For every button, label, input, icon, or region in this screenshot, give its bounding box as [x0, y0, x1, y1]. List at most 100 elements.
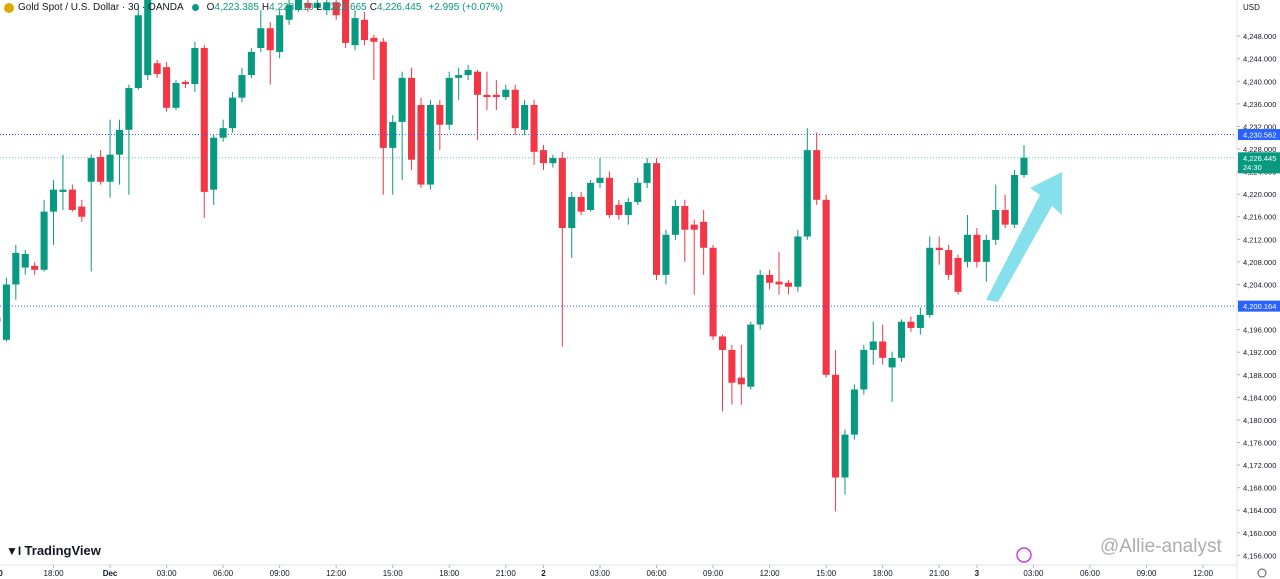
candle-body — [577, 196, 585, 212]
candle-body — [681, 206, 689, 230]
symbol-title: Gold Spot / U.S. Dollar · 30 · OANDA — [18, 2, 184, 13]
last-price-label: 4,226.445 — [1243, 154, 1276, 163]
candle-body — [926, 247, 934, 315]
candle-body — [832, 374, 840, 478]
x-tick-label: 18:00 — [873, 569, 894, 578]
candle-body — [78, 206, 86, 217]
candle-body — [266, 28, 274, 51]
candle-body — [360, 19, 368, 41]
candle-body — [709, 247, 717, 337]
y-tick-label: 4,228.000 — [1243, 145, 1276, 154]
candle-body — [747, 324, 755, 387]
candle-body — [963, 234, 972, 262]
candle-body — [521, 104, 529, 130]
candle-body — [624, 202, 632, 216]
settings-icon[interactable] — [1257, 568, 1267, 578]
candle-body — [455, 75, 463, 78]
candle-body — [144, 0, 152, 76]
candle-body — [379, 41, 387, 148]
candle-body — [643, 163, 651, 183]
x-tick-label: 06:00 — [1080, 569, 1101, 578]
y-tick-label: 4,204.000 — [1243, 280, 1276, 289]
candle-body — [737, 377, 745, 385]
y-tick-label: 4,180.000 — [1243, 416, 1276, 425]
candle-body — [12, 252, 20, 285]
candle-body — [276, 15, 284, 52]
candle-body — [229, 97, 237, 129]
candle-body — [163, 67, 171, 108]
candle-body — [31, 265, 39, 270]
y-tick-label: 4,192.000 — [1243, 348, 1276, 357]
candle-body — [822, 199, 830, 375]
candle-body — [473, 71, 482, 95]
candle-body — [634, 182, 642, 203]
x-tick-label: 06:00 — [647, 569, 668, 578]
candle-body — [935, 247, 943, 251]
candle-body — [21, 253, 29, 268]
candle-body — [370, 37, 378, 42]
ohlc-key: O — [206, 2, 215, 13]
price-tag-label: 4,200.164 — [1243, 302, 1276, 311]
x-tick-label: 21:00 — [929, 569, 950, 578]
candle-body — [954, 257, 962, 292]
y-tick-label: 4,172.000 — [1243, 461, 1276, 470]
candle-body — [200, 47, 208, 192]
candle-body — [247, 51, 255, 76]
y-tick-label: 4,216.000 — [1243, 213, 1276, 222]
candle-body — [417, 104, 425, 185]
candle-body — [153, 63, 161, 74]
price-tag — [1238, 129, 1280, 141]
x-tick-label: 03:00 — [590, 569, 611, 578]
ohlc-value: 4,223.385 — [214, 2, 259, 13]
icon — [1016, 547, 1032, 563]
candle-body — [860, 349, 868, 390]
candle-body — [615, 204, 623, 216]
candle-body — [97, 156, 105, 182]
candle-body — [587, 182, 595, 210]
x-tick-label: 21:00 — [496, 569, 517, 578]
candle-body — [530, 104, 538, 152]
x-tick-label: 18:00 — [439, 569, 460, 578]
x-tick-label: 18:00 — [44, 569, 65, 578]
y-tick-label: 4,240.000 — [1243, 77, 1276, 86]
candle-body — [134, 15, 142, 89]
candle-body — [1011, 174, 1019, 225]
candle-body — [568, 196, 576, 229]
candle-body — [323, 2, 331, 11]
y-tick-label: 4,232.000 — [1243, 122, 1276, 131]
candle-body — [389, 121, 397, 148]
arrow — [986, 172, 1062, 302]
candle-body — [690, 224, 698, 230]
y-tick-label: 4,168.000 — [1243, 484, 1276, 493]
candle-body — [558, 158, 566, 229]
price-tag-label: 4,230.562 — [1243, 131, 1276, 140]
brand: TradingView — [24, 543, 101, 558]
candle-body — [841, 434, 849, 478]
candle-body — [879, 341, 887, 358]
y-tick-label: 4,220.000 — [1243, 190, 1276, 199]
x-tick-label: 15:00 — [816, 569, 837, 578]
ohlc-key: C — [369, 2, 377, 13]
candle-body — [40, 211, 48, 270]
candle-body — [671, 206, 679, 235]
candle-body — [313, 2, 321, 8]
plot-area — [0, 0, 1236, 512]
x-tick-label: 3 — [975, 569, 980, 578]
x-tick-label: 09:00 — [703, 569, 724, 578]
x-tick-label: 09:00 — [1136, 569, 1157, 578]
candle-body — [0, 317, 1, 322]
x-tick-label: 12:00 — [326, 569, 347, 578]
currency: USD — [1243, 3, 1260, 12]
y-tick-label: 4,164.000 — [1243, 506, 1276, 515]
x-tick-label: 12:00 — [760, 569, 781, 578]
candle-body — [483, 94, 491, 98]
candle-body — [115, 129, 124, 155]
candle-body — [653, 163, 661, 275]
y-tick-label: 4,160.000 — [1243, 529, 1276, 538]
candle-body — [351, 18, 359, 46]
x-tick-label: 03:00 — [157, 569, 178, 578]
x-tick-label: Dec — [103, 569, 118, 578]
candle-body — [756, 274, 764, 325]
y-tick-label: 4,156.000 — [1243, 551, 1276, 560]
